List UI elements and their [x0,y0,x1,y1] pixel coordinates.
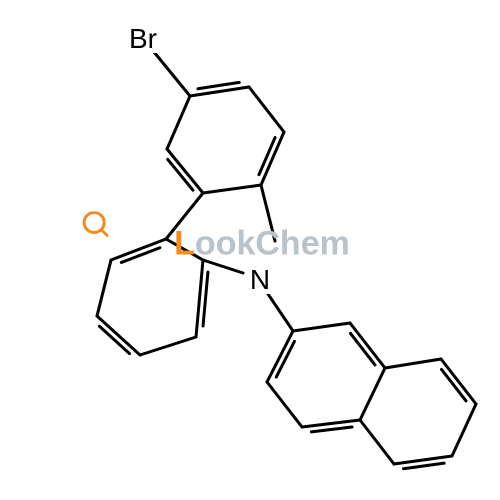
molecule-canvas: LookChem BrN [0,0,500,500]
atom-label-n: N [248,266,272,294]
atom-label-br: Br [127,25,159,53]
molecule-svg [0,0,500,500]
